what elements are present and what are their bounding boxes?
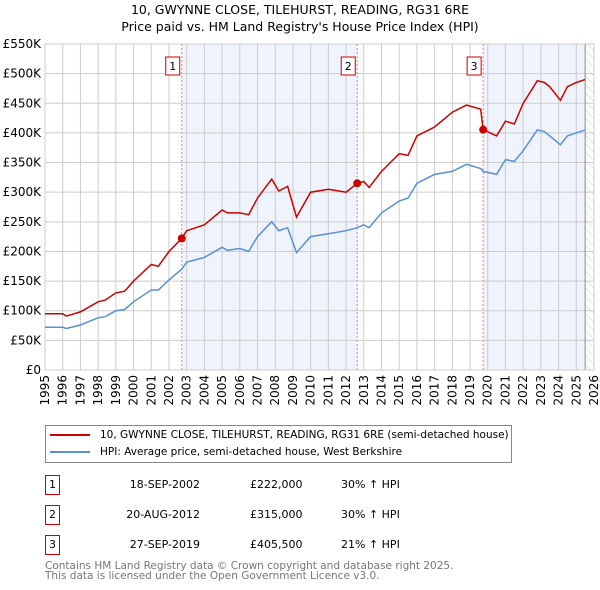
x-tick-label: 2024 (552, 375, 566, 406)
y-tick-label: £300K (3, 185, 43, 199)
x-tick-label: 2020 (481, 375, 495, 406)
y-tick-label: £500K (3, 67, 43, 81)
legend-swatch-hpi (50, 451, 90, 453)
sale-row: 3 27-SEP-2019 £405,500 21% ↑ HPI (45, 535, 445, 555)
legend-label-hpi: HPI: Average price, semi-detached house,… (100, 446, 403, 458)
x-tick-label: 1999 (109, 375, 123, 406)
y-tick-label: £550K (3, 37, 43, 51)
sale-marker-box (165, 56, 181, 76)
y-tick-label: £350K (3, 156, 43, 170)
footer-licence: This data is licensed under the Open Gov… (45, 570, 380, 582)
sale-number: 3 (45, 535, 60, 555)
sale-price: £315,000 (250, 508, 303, 521)
legend-item-property: 10, GWYNNE CLOSE, TILEHURST, READING, RG… (50, 429, 509, 441)
y-tick-label: £0 (26, 363, 41, 377)
sale-date: 18-SEP-2002 (129, 478, 200, 491)
x-tick-label: 2023 (534, 375, 548, 406)
x-tick-label: 2025 (569, 375, 583, 406)
x-tick-label: 2011 (321, 375, 335, 406)
x-tick-label: 2005 (215, 375, 229, 406)
x-tick-label: 2006 (233, 375, 247, 406)
x-tick-label: 2014 (374, 375, 388, 406)
y-tick-label: £400K (3, 126, 43, 140)
legend-swatch-property (50, 434, 90, 436)
x-tick-label: 2019 (463, 375, 477, 406)
sale-hpi-diff: 30% ↑ HPI (341, 478, 400, 491)
x-tick-label: 2021 (498, 375, 512, 406)
future-hatch (585, 44, 594, 370)
x-tick-label: 2001 (144, 375, 158, 406)
sale-number: 1 (45, 475, 60, 495)
x-tick-label: 2015 (392, 375, 406, 406)
sale-marker-label: 3 (471, 60, 478, 73)
y-tick-label: £250K (3, 215, 43, 229)
x-tick-label: 2000 (127, 375, 141, 406)
x-tick-label: 2026 (587, 375, 600, 406)
legend: 10, GWYNNE CLOSE, TILEHURST, READING, RG… (45, 425, 512, 463)
property-price-line (45, 78, 586, 317)
shaded-period (181, 44, 358, 370)
hpi-line (45, 129, 586, 330)
x-tick-label: 1998 (91, 375, 105, 406)
y-tick-label: £150K (3, 274, 43, 288)
y-tick-label: £100K (3, 304, 43, 318)
x-tick-label: 2017 (428, 375, 442, 406)
x-tick-label: 2018 (445, 375, 459, 406)
shaded-period (483, 44, 586, 370)
y-tick-label: £200K (3, 244, 43, 258)
price-chart: £0 £50K £100K £150K £200K £250K £300K £350K £400… (3, 37, 600, 406)
sale-row: 1 18-SEP-2002 £222,000 30% ↑ HPI (45, 475, 445, 495)
chart-title: 10, GWYNNE CLOSE, TILEHURST, READING, RG… (130, 2, 470, 17)
y-tick-label: £450K (3, 96, 43, 110)
x-tick-label: 2009 (286, 375, 300, 406)
legend-item-hpi: HPI: Average price, semi-detached house,… (50, 446, 402, 458)
sale-date: 27-SEP-2019 (129, 538, 200, 551)
sale-point (479, 125, 488, 134)
x-tick-label: 2016 (410, 375, 424, 406)
sale-marker-box (466, 56, 482, 76)
sale-hpi-diff: 30% ↑ HPI (341, 508, 400, 521)
plot-border (44, 43, 595, 371)
footer: Contains HM Land Registry data © Crown c… (45, 560, 454, 582)
y-tick-label: £50K (10, 333, 42, 347)
sale-point (177, 234, 186, 243)
x-tick-label: 2007 (251, 375, 265, 406)
sale-price: £222,000 (250, 478, 303, 491)
sale-price: £405,500 (250, 538, 303, 551)
x-tick-label: 2002 (162, 375, 176, 406)
sale-date: 20-AUG-2012 (126, 508, 200, 521)
sale-marker-label: 1 (169, 60, 176, 73)
legend-label-property: 10, GWYNNE CLOSE, TILEHURST, READING, RG… (100, 429, 509, 441)
x-tick-label: 2012 (339, 375, 353, 406)
x-tick-label: 1997 (73, 375, 87, 406)
x-tick-label: 2008 (268, 375, 282, 406)
sale-row: 2 20-AUG-2012 £315,000 30% ↑ HPI (45, 505, 445, 525)
sale-point (353, 179, 362, 188)
footer-copyright: Contains HM Land Registry data © Crown c… (45, 560, 454, 572)
x-tick-label: 2013 (357, 375, 371, 406)
x-tick-label: 2010 (304, 375, 318, 406)
chart-subtitle: Price paid vs. HM Land Registry's House … (121, 19, 479, 34)
x-tick-label: 2022 (516, 375, 530, 406)
x-tick-label: 1996 (56, 375, 70, 406)
x-tick-label: 2003 (180, 375, 194, 406)
x-tick-label: 1995 (38, 375, 52, 406)
x-tick-label: 2004 (197, 375, 211, 406)
sale-marker-label: 2 (345, 60, 352, 73)
sale-marker-box (340, 56, 356, 76)
sale-hpi-diff: 21% ↑ HPI (341, 538, 400, 551)
sale-number: 2 (45, 505, 60, 525)
